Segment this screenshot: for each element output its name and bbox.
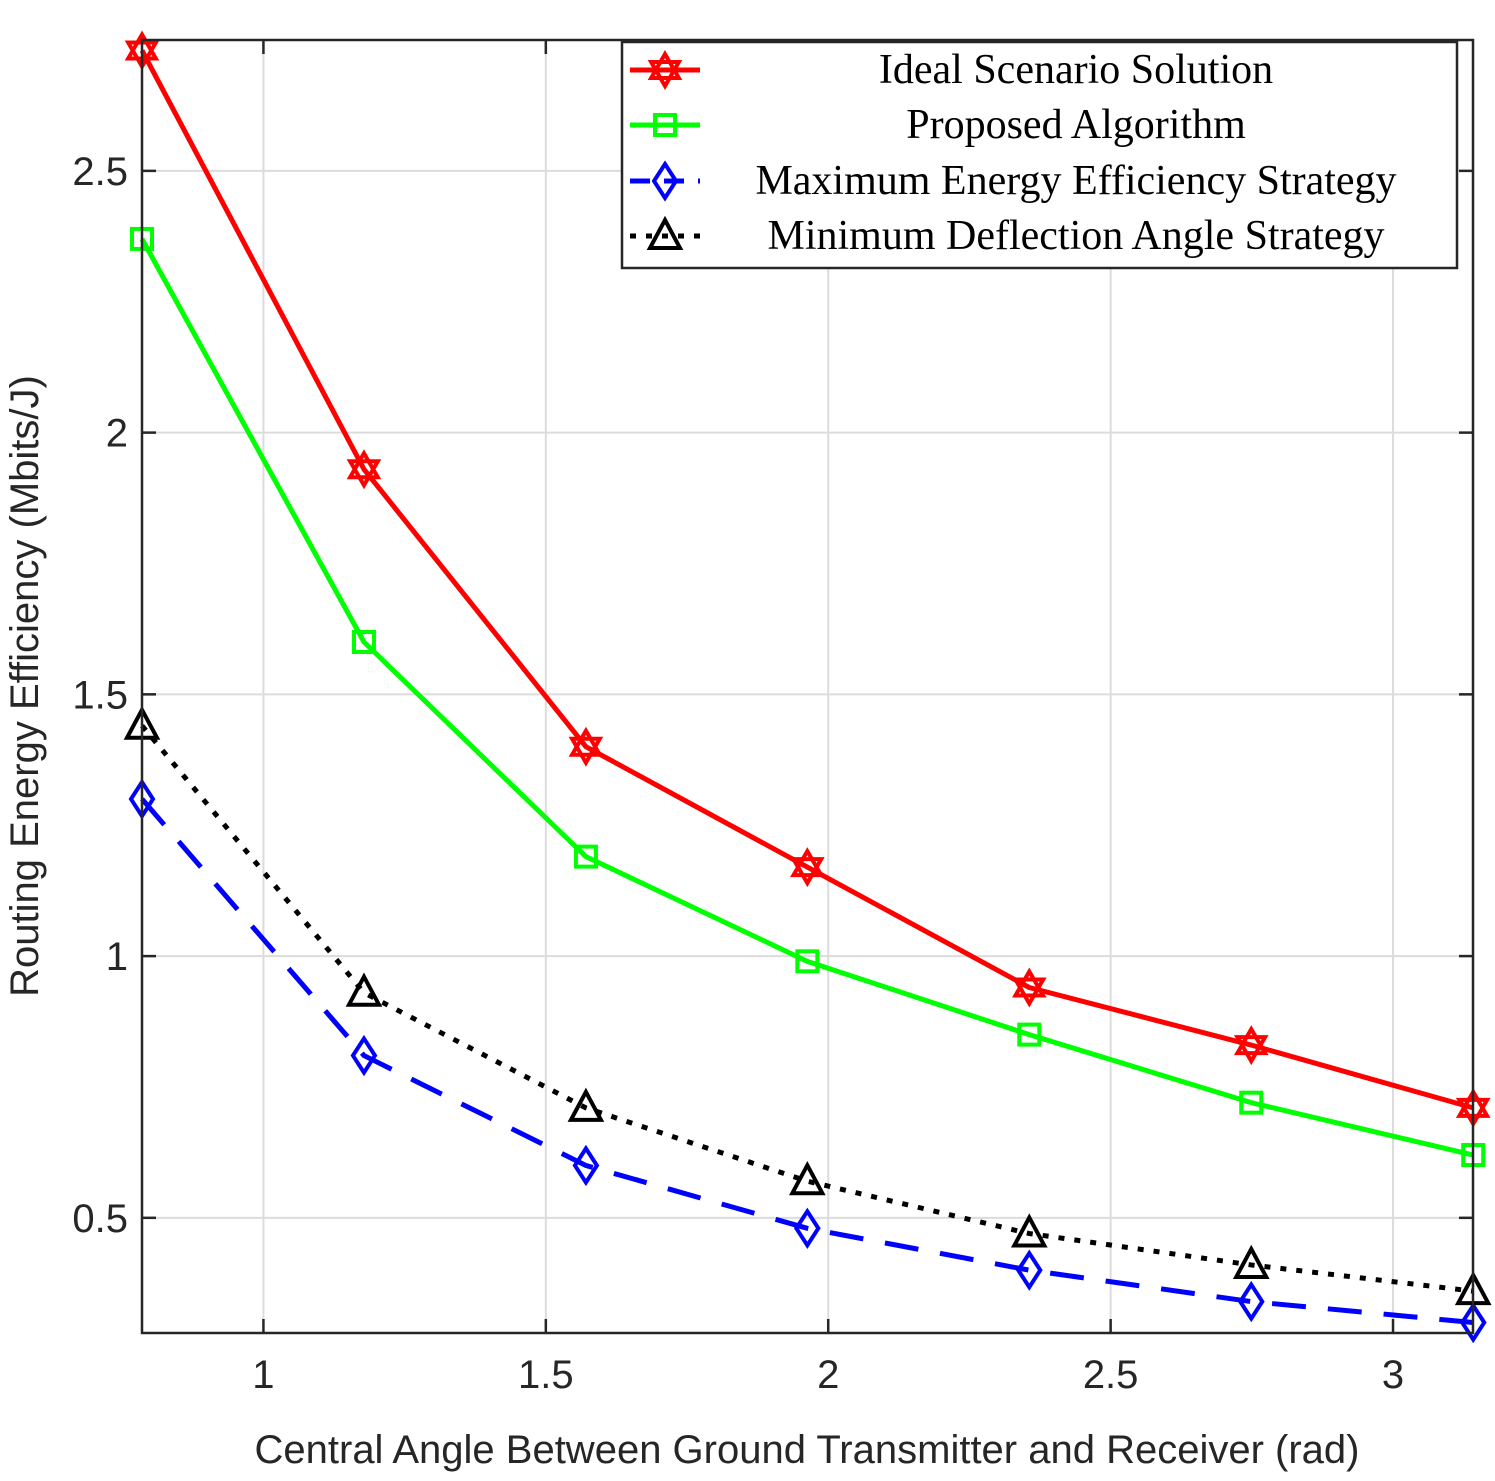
hexagram-triangle-up (790, 847, 825, 878)
series-2 (130, 226, 1486, 1168)
y-axis-label: Routing Energy Efficiency (Mbits/J) (3, 375, 47, 997)
legend-marker (653, 113, 677, 137)
series-line (140, 724, 1474, 1294)
hexagram-triangle-down (1011, 977, 1047, 1008)
data-point-marker (351, 630, 376, 655)
legend-label: Minimum Deflection Angle Strategy (767, 213, 1384, 259)
hexagram-triangle-down (568, 736, 604, 767)
hexagram-triangle-down (1233, 1035, 1269, 1066)
hexagram-triangle-up (647, 49, 683, 80)
legend-entry: Proposed Algorithm (630, 102, 1246, 148)
hexagram-triangle-down (790, 857, 825, 888)
x-tick-label: 2 (817, 1353, 839, 1397)
y-tick-label: 1 (106, 935, 128, 979)
data-point-marker (345, 972, 383, 1007)
data-point-marker (346, 449, 382, 490)
data-point-marker (793, 1207, 821, 1249)
data-point-marker (350, 1034, 378, 1077)
y-tick-label: 0.5 (72, 1197, 128, 1241)
legend-entry: Ideal Scenario Solution (630, 47, 1273, 93)
data-point-marker (1010, 1213, 1048, 1248)
legend-marker (651, 160, 679, 202)
x-tick-label: 1.5 (518, 1353, 574, 1397)
legend-box (620, 40, 1459, 270)
legend-entry: Minimum Deflection Angle Strategy (630, 213, 1385, 259)
hexagram-triangle-up (1011, 967, 1047, 998)
data-point-marker (568, 726, 604, 767)
legend-label: Ideal Scenario Solution (879, 47, 1273, 93)
y-tick-label: 2 (106, 412, 128, 456)
y-tick-label: 1.5 (72, 673, 128, 717)
legend-marker (647, 49, 683, 91)
data-point-marker (1011, 967, 1047, 1008)
x-tick-label: 3 (1382, 1353, 1404, 1397)
hexagram-triangle-up (346, 449, 382, 480)
x-tick-label: 1 (252, 1353, 274, 1397)
legend: Ideal Scenario Solution Proposed Algorith… (620, 40, 1459, 270)
series-line (139, 49, 1474, 1111)
series-4 (123, 705, 1492, 1306)
data-point-marker (573, 844, 598, 869)
legend-label: Maximum Energy Efficiency Strategy (755, 158, 1396, 204)
hexagram-triangle-up (1233, 1025, 1269, 1056)
legend-label: Proposed Algorithm (906, 102, 1246, 148)
data-point-marker (1232, 1244, 1270, 1279)
data-point-marker (572, 1144, 600, 1187)
data-point-marker (1459, 1301, 1487, 1344)
data-point-marker (1239, 1090, 1264, 1115)
x-tick-label: 2.5 (1083, 1353, 1139, 1397)
hexagram-triangle-down (346, 459, 382, 490)
axis-ticks: 1 1.5 2 2.5 3 0.5 1 1.5 2 2.5 (72, 40, 1473, 1397)
data-point-marker (795, 949, 820, 974)
data-point-marker (790, 847, 825, 888)
data-point-marker (788, 1160, 826, 1196)
x-axis-label: Central Angle Between Ground Transmitter… (255, 1428, 1360, 1472)
hexagram-triangle-up (568, 726, 604, 757)
hexagram-triangle-down (647, 60, 683, 91)
data-point-marker (1233, 1025, 1269, 1066)
y-tick-label: 2.5 (72, 150, 128, 194)
plot-frame (140, 38, 1475, 1335)
series-line (140, 797, 1474, 1326)
data-point-marker (1017, 1022, 1042, 1047)
series-line (139, 237, 1474, 1158)
data-point-marker (1015, 1249, 1043, 1291)
data-point-marker (567, 1087, 605, 1122)
data-point-marker (1237, 1280, 1265, 1323)
legend-entry: Maximum Energy Efficiency Strategy (630, 158, 1397, 204)
legend-marker (646, 215, 684, 250)
